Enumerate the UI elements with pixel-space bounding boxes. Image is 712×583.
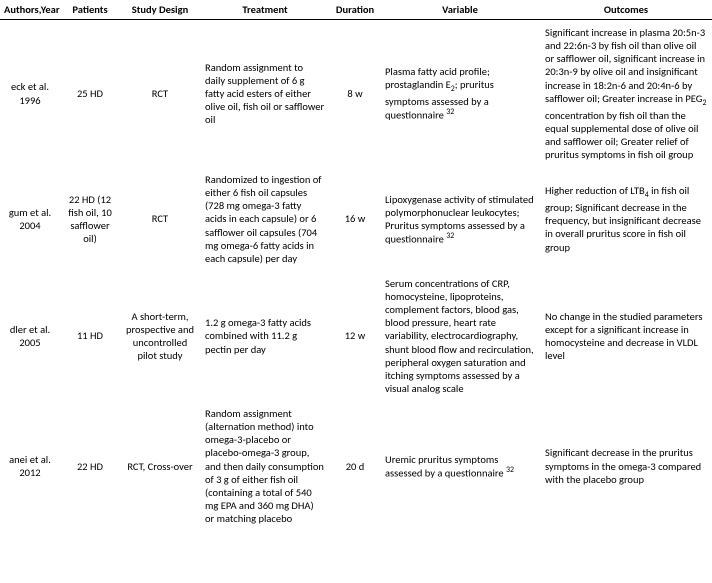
- cell-variable: Plasma fatty acid profile; prostaglandin…: [380, 20, 540, 168]
- table-row: anei et al. 2012 22 HD RCT, Cross-over R…: [0, 401, 712, 531]
- cell-treatment: Random assignment (alternation method) i…: [200, 401, 330, 531]
- cell-authors: anei et al. 2012: [0, 401, 60, 531]
- table-row: gum et al. 2004 22 HD (12 fish oil, 10 s…: [0, 167, 712, 271]
- cell-treatment: Randomized to ingestion of either 6 fish…: [200, 167, 330, 271]
- cell-duration: 20 d: [330, 401, 380, 531]
- cell-design: A short-term, prospective and uncontroll…: [120, 271, 200, 401]
- col-header-treatment: Treatment: [200, 0, 330, 20]
- cell-duration: 16 w: [330, 167, 380, 271]
- cell-variable: Uremic pruritus symptoms assessed by a q…: [380, 401, 540, 531]
- table-row: eck et al. 1996 25 HD RCT Random assignm…: [0, 20, 712, 168]
- table-row: dler et al. 2005 11 HD A short-term, pro…: [0, 271, 712, 401]
- cell-duration: 12 w: [330, 271, 380, 401]
- cell-patients: 11 HD: [60, 271, 120, 401]
- studies-table: Authors,Year Patients Study Design Treat…: [0, 0, 712, 531]
- col-header-variable: Variable: [380, 0, 540, 20]
- cell-outcomes: No change in the studied parameters exce…: [540, 271, 712, 401]
- cell-outcomes: Higher reduction of LTB4 in fish oil gro…: [540, 167, 712, 271]
- cell-treatment: 1.2 g omega-3 fatty acids combined with …: [200, 271, 330, 401]
- cell-design: RCT: [120, 20, 200, 168]
- col-header-authors: Authors,Year: [0, 0, 60, 20]
- cell-design: RCT, Cross-over: [120, 401, 200, 531]
- cell-authors: dler et al. 2005: [0, 271, 60, 401]
- cell-variable: Serum concentrations of CRP, homocystein…: [380, 271, 540, 401]
- cell-duration: 8 w: [330, 20, 380, 168]
- col-header-design: Study Design: [120, 0, 200, 20]
- table-header-row: Authors,Year Patients Study Design Treat…: [0, 0, 712, 20]
- cell-authors: gum et al. 2004: [0, 167, 60, 271]
- cell-outcomes: Significant increase in plasma 20:5n-3 a…: [540, 20, 712, 168]
- col-header-patients: Patients: [60, 0, 120, 20]
- cell-outcomes: Significant decrease in the pruritus sym…: [540, 401, 712, 531]
- cell-patients: 22 HD: [60, 401, 120, 531]
- col-header-outcomes: Outcomes: [540, 0, 712, 20]
- cell-patients: 25 HD: [60, 20, 120, 168]
- cell-patients: 22 HD (12 fish oil, 10 safflower oil): [60, 167, 120, 271]
- col-header-duration: Duration: [330, 0, 380, 20]
- cell-design: RCT: [120, 167, 200, 271]
- cell-authors: eck et al. 1996: [0, 20, 60, 168]
- cell-variable: Lipoxygenase activity of stimulated poly…: [380, 167, 540, 271]
- cell-treatment: Random assignment to daily supplement of…: [200, 20, 330, 168]
